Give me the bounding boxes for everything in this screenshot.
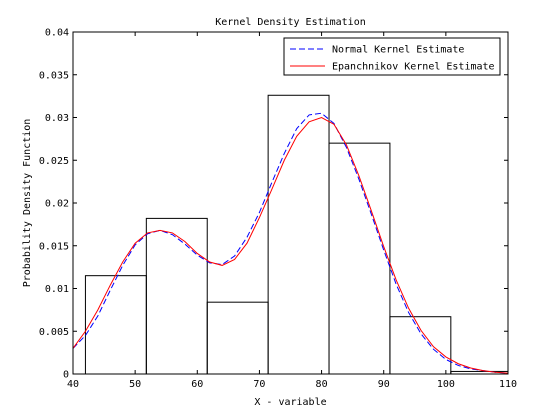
legend-label-normal: Normal Kernel Estimate bbox=[332, 45, 464, 56]
x-tick-label-1: 50 bbox=[129, 379, 141, 390]
y-tick-label-4: 0.02 bbox=[45, 199, 69, 210]
y-tick-label-2: 0.01 bbox=[45, 284, 69, 295]
y-tick-label-5: 0.025 bbox=[39, 156, 69, 167]
axis-ticks: 40 50 60 70 80 90 100 110 0 0.005 0.01 0.015 0.02 0.0… bbox=[39, 28, 517, 391]
x-tick-label-5: 90 bbox=[378, 379, 390, 390]
density-lines bbox=[72, 112, 509, 374]
chart-title: Kernel Density Estimation bbox=[215, 17, 366, 28]
legend-box bbox=[283, 37, 501, 76]
y-tick-label-3: 0.015 bbox=[39, 241, 69, 252]
legend: Normal Kernel Estimate Epanchnikov Kerne… bbox=[283, 37, 501, 76]
series-line-epanechnikov bbox=[72, 116, 509, 374]
plot-border bbox=[72, 31, 509, 375]
x-tick-label-3: 70 bbox=[253, 379, 265, 390]
x-axis-title: X - variable bbox=[254, 397, 326, 408]
x-tick-label-4: 80 bbox=[316, 379, 328, 390]
x-tick-label-2: 60 bbox=[191, 379, 203, 390]
y-tick-label-1: 0.005 bbox=[39, 327, 69, 338]
y-tick-label-6: 0.03 bbox=[45, 113, 69, 124]
y-tick-label-8: 0.04 bbox=[45, 28, 69, 39]
x-tick-label-7: 110 bbox=[499, 379, 517, 390]
plot-area bbox=[73, 32, 508, 374]
y-axis-title: Probability Density Function bbox=[22, 119, 33, 288]
x-tick-label-0: 40 bbox=[67, 379, 79, 390]
legend-label-epanechnikov: Epanchnikov Kernel Estimate bbox=[332, 62, 495, 73]
x-tick-label-6: 100 bbox=[437, 379, 455, 390]
series-line-normal bbox=[72, 112, 509, 374]
y-tick-label-0: 0 bbox=[63, 370, 69, 381]
y-tick-label-7: 0.035 bbox=[39, 70, 69, 81]
